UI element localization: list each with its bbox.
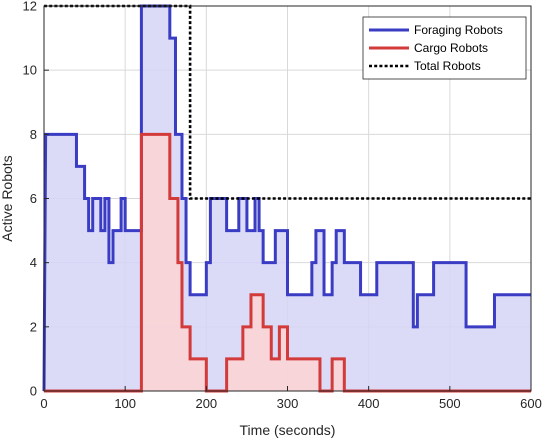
legend-label-total: Total Robots	[414, 59, 481, 73]
x-axis: 0 100 200 300 400 500 600	[40, 386, 542, 411]
y-tick-label: 12	[23, 0, 37, 14]
y-tick-label: 0	[30, 384, 37, 399]
x-tick-label: 300	[277, 396, 299, 411]
series-fills	[44, 6, 531, 392]
y-axis-label: Active Robots	[0, 155, 15, 241]
y-tick-label: 10	[23, 63, 37, 78]
series-line-0	[42, 4, 531, 392]
legend: Foraging Robots Cargo Robots Total Robot…	[362, 16, 527, 80]
y-axis: 0 2 4 6 8 10 12	[23, 0, 49, 399]
x-tick-label: 200	[195, 396, 217, 411]
legend-label-cargo: Cargo Robots	[414, 41, 488, 55]
x-tick-label: 500	[439, 396, 461, 411]
x-tick-label: 0	[40, 396, 47, 411]
y-tick-label: 4	[30, 255, 37, 270]
y-tick-label: 6	[30, 191, 37, 206]
y-tick-label: 2	[30, 319, 37, 334]
x-tick-label: 100	[114, 396, 136, 411]
legend-label-foraging: Foraging Robots	[414, 23, 503, 37]
x-axis-label: Time (seconds)	[240, 422, 336, 438]
y-tick-label: 8	[30, 127, 37, 142]
series-fill-1	[44, 134, 531, 392]
x-tick-label: 600	[520, 396, 542, 411]
x-tick-label: 400	[358, 396, 380, 411]
